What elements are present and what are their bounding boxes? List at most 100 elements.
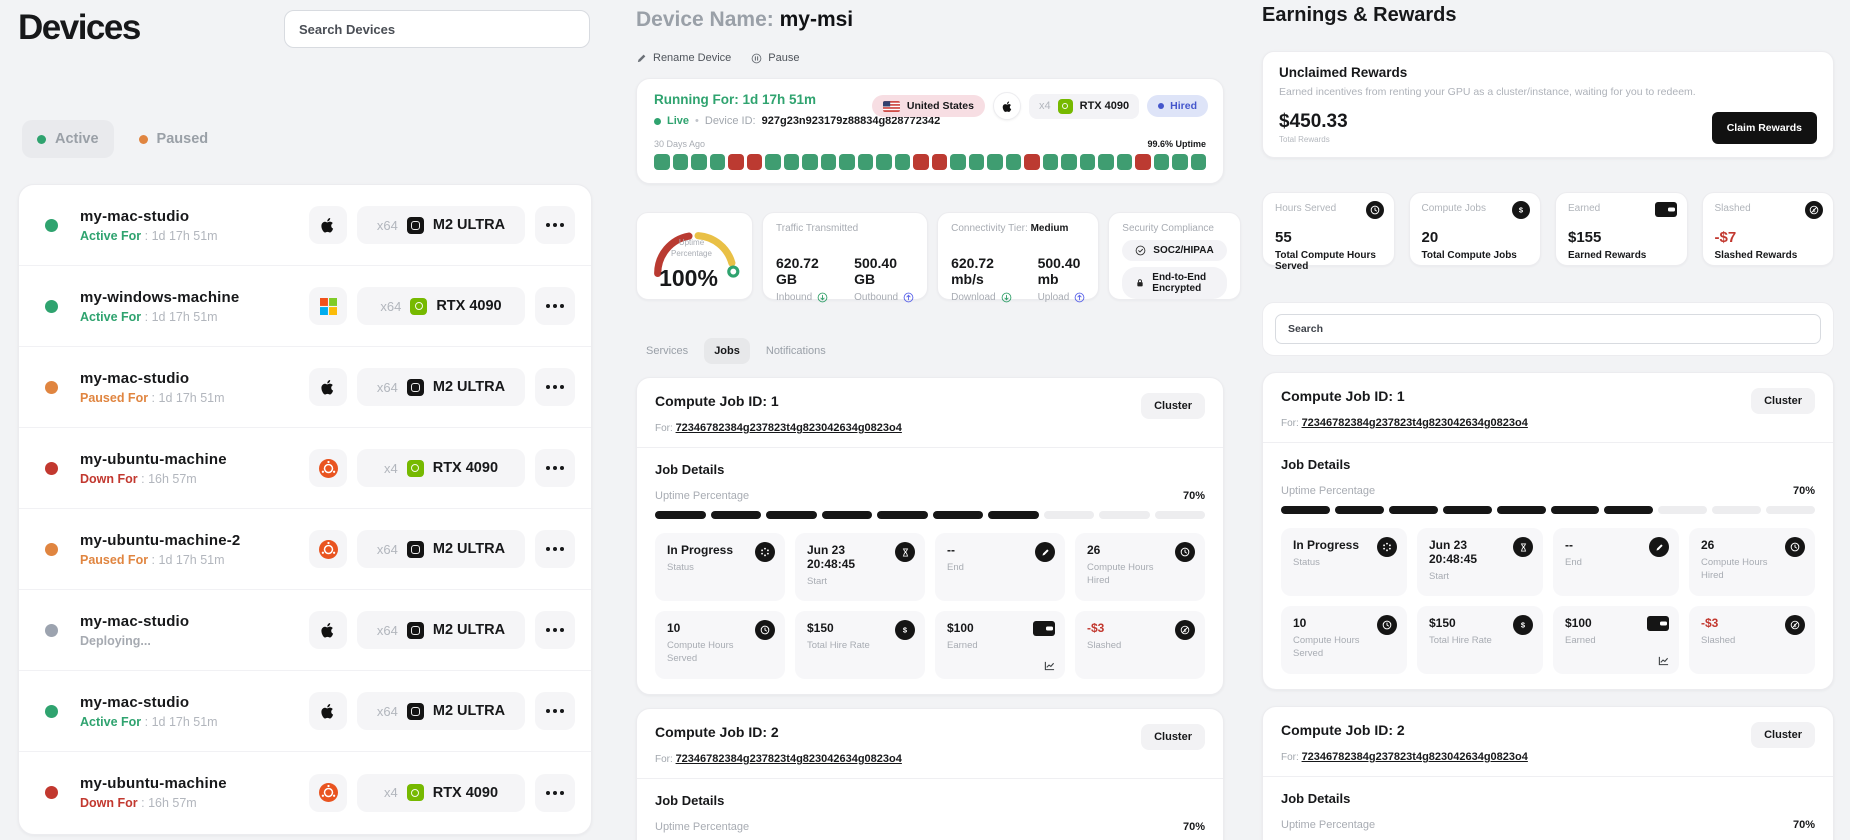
device-row[interactable]: my-mac-studio Paused For : 1d 17h 51m x6… <box>19 347 591 428</box>
device-status-dot <box>45 786 58 799</box>
security-card: Security Compliance SOC2/HIPAA End-to-En… <box>1108 212 1241 300</box>
uptime-day-square <box>1024 154 1040 170</box>
dollar-icon: $ <box>895 620 915 640</box>
uptime-day-square <box>1135 154 1151 170</box>
pause-device-button[interactable]: Pause <box>751 52 799 64</box>
os-icon <box>309 611 347 649</box>
device-duration: 1d 17h 51m <box>158 390 225 405</box>
stat-caption: End <box>947 562 964 573</box>
job-stat-cell: 26 Compute Hours Hired <box>1689 528 1815 596</box>
progress-segment <box>1550 506 1600 514</box>
progress-segment <box>988 511 1039 519</box>
device-row[interactable]: my-windows-machine Active For : 1d 17h 5… <box>19 266 591 347</box>
separator: • <box>695 115 699 127</box>
stat-caption: Compute Hours Hired <box>1087 562 1154 587</box>
device-menu-button[interactable] <box>535 287 575 325</box>
job-stat-cell: $100 Earned <box>935 611 1065 679</box>
filter-paused-chip[interactable]: Paused <box>124 120 224 158</box>
unclaimed-rewards-card: Unclaimed Rewards Earned incentives from… <box>1262 51 1834 158</box>
device-duration: 1d 17h 51m <box>151 228 218 243</box>
device-row[interactable]: my-ubuntu-machine-2 Paused For : 1d 17h … <box>19 509 591 590</box>
device-menu-button[interactable] <box>535 530 575 568</box>
job-for-link[interactable]: 72346782384g237823t4g823042634g0823o4 <box>675 753 902 765</box>
hired-dot-icon <box>1158 103 1165 109</box>
device-menu-button[interactable] <box>535 449 575 487</box>
uptime-day-square <box>1153 154 1169 170</box>
uptime-progress <box>1281 506 1816 514</box>
job-title: Compute Job ID: 2 <box>1281 722 1405 738</box>
clock-icon <box>1785 537 1805 557</box>
gpu-chip-icon <box>406 621 424 639</box>
job-title: Compute Job ID: 1 <box>1281 388 1405 404</box>
gpu-chip-icon <box>406 784 424 801</box>
pencil-icon <box>636 53 647 64</box>
stat-value: Jun 23 20:48:45 <box>1429 538 1478 566</box>
device-row[interactable]: my-mac-studio Active For : 1d 17h 51m x6… <box>19 671 591 752</box>
rename-device-button[interactable]: Rename Device <box>636 52 731 64</box>
stat-caption: Start <box>1429 571 1450 582</box>
device-name: my-mac-studio <box>80 207 190 225</box>
traffic-card: Traffic Transmitted 620.72 GB Inbound 50… <box>762 212 929 303</box>
tab-notifications[interactable]: Notifications <box>756 338 836 364</box>
device-status-line: Paused For : 1d 17h 51m <box>80 552 225 567</box>
encrypted-badge: End-to-End Encrypted <box>1122 267 1227 299</box>
claim-rewards-button[interactable]: Claim Rewards <box>1711 112 1817 144</box>
windows-icon <box>319 297 337 315</box>
earnings-search-input[interactable] <box>1275 314 1821 344</box>
live-label: Live <box>667 115 690 127</box>
progress-segment <box>1099 511 1150 519</box>
job-for-link[interactable]: 72346782384g237823t4g823042634g0823o4 <box>675 422 902 434</box>
job-for-link[interactable]: 72346782384g237823t4g823042634g0823o4 <box>1301 417 1528 429</box>
device-detail-panel: Device Name: my-msi Rename Device Pause … <box>636 0 1241 840</box>
gpu-name: RTX 4090 <box>436 298 502 314</box>
apple-icon <box>321 623 334 638</box>
device-row[interactable]: my-mac-studio Active For : 1d 17h 51m x6… <box>19 185 591 266</box>
job-for-link[interactable]: 72346782384g237823t4g823042634g0823o4 <box>1301 751 1528 763</box>
device-status-line: Active For : 1d 17h 51m <box>80 714 218 729</box>
uptime-gauge-card: Uptime Percentage 100% <box>636 212 753 300</box>
clock-icon <box>1365 201 1384 219</box>
download-value: 620.72 mb/s <box>951 255 994 287</box>
device-menu-button[interactable] <box>535 692 575 730</box>
device-name: my-ubuntu-machine <box>80 450 227 468</box>
uptime-day-square <box>1098 154 1114 170</box>
device-row[interactable]: my-mac-studio Deploying... x64 M2 ULTRA <box>19 590 591 671</box>
uptime-day-square <box>894 154 910 170</box>
core-count: x64 <box>376 379 398 395</box>
device-menu-button[interactable] <box>535 368 575 406</box>
gauge-icon <box>654 232 740 278</box>
stat-value: 26 <box>1701 538 1715 552</box>
device-menu-button[interactable] <box>535 206 575 244</box>
pencil-icon <box>1035 542 1055 562</box>
device-menu-button[interactable] <box>535 773 575 812</box>
os-icon <box>309 287 347 325</box>
stat-value: $150 <box>807 621 834 635</box>
uptime-day-square <box>802 154 818 170</box>
job-stat-cell: 26 Compute Hours Hired <box>1075 533 1205 601</box>
progress-segment <box>877 511 928 519</box>
filter-active-chip[interactable]: Active <box>22 120 114 158</box>
uptime-day-square <box>783 154 799 170</box>
uptime-day-square <box>672 154 688 170</box>
chart-icon <box>1658 655 1669 666</box>
earnings-stat-card: Hours Served 55 Total Compute Hours Serv… <box>1262 192 1395 272</box>
device-row[interactable]: my-ubuntu-machine Down For : 16h 57m x4 … <box>19 752 591 833</box>
stat-value: $155 <box>1568 229 1602 246</box>
tab-jobs[interactable]: Jobs <box>704 338 750 364</box>
download-label: Download <box>951 292 996 303</box>
upload-label: Upload <box>1037 292 1070 303</box>
device-row[interactable]: my-ubuntu-machine Down For : 16h 57m x4 … <box>19 428 591 509</box>
gpu-chip-icon <box>406 459 424 477</box>
lock-icon <box>1135 278 1145 288</box>
device-menu-button[interactable] <box>535 611 575 649</box>
stat-caption: Total Hire Rate <box>1429 635 1492 646</box>
device-status-line: Deploying... <box>80 634 309 648</box>
job-stat-cell: In Progress Status <box>1281 528 1407 596</box>
stat-label: Slashed <box>1714 203 1751 214</box>
device-status-dot <box>45 299 58 313</box>
job-stat-cell: Jun 23 20:48:45 Start <box>1417 528 1543 596</box>
tab-services[interactable]: Services <box>636 338 698 364</box>
svg-text:$: $ <box>1519 206 1524 215</box>
device-search-input[interactable] <box>284 10 590 48</box>
